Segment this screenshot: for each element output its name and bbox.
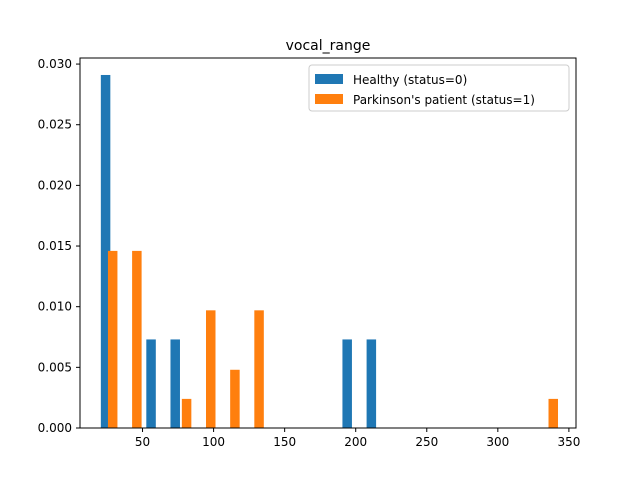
y-axis: 0.000 0.005 0.010 0.015 0.020 0.025 0.030 [38,57,80,435]
y-tick-label-4: 0.020 [38,178,72,192]
plot-frame [79,57,577,429]
bar-series-1-0 [107,250,118,428]
legend-label-1: Parkinson's patient (status=1) [353,93,535,107]
legend: Healthy (status=0) Parkinson's patient (s… [308,64,570,112]
bar-series-0-3 [342,339,352,428]
y-tick-label-0: 0.000 [38,421,72,435]
bar-series-1-1 [132,250,142,428]
x-tick-label-6: 350 [557,435,580,449]
bar-series-1-3 [206,310,216,428]
x-axis: 50 100 150 200 250 300 350 [135,428,580,449]
x-tick-label-1: 100 [202,435,225,449]
chart-title: vocal_range [286,38,371,54]
bar-series-0-0 [100,74,111,428]
x-tick-label-2: 150 [273,435,296,449]
y-tick-label-5: 0.025 [38,118,72,132]
x-tick-label-4: 250 [415,435,438,449]
bar-series-0-1 [146,339,156,428]
y-tick-label-2: 0.010 [38,300,72,314]
x-tick-label-5: 300 [486,435,509,449]
x-tick-label-3: 200 [344,435,367,449]
bars-group [100,74,559,428]
y-tick-label-3: 0.015 [38,239,72,253]
bar-series-0-4 [366,339,377,428]
y-tick-label-1: 0.005 [38,360,72,374]
bar-series-1-2 [181,398,192,428]
legend-swatch-0 [315,74,343,84]
legend-box [308,64,570,112]
bar-series-0-2 [170,339,180,428]
legend-swatch-1 [315,94,343,104]
legend-label-0: Healthy (status=0) [353,73,467,87]
bar-series-1-5 [254,310,264,428]
bar-series-1-4 [230,369,240,428]
bar-series-1-6 [548,398,559,428]
x-tick-label-0: 50 [135,435,150,449]
y-tick-label-6: 0.030 [38,57,72,71]
